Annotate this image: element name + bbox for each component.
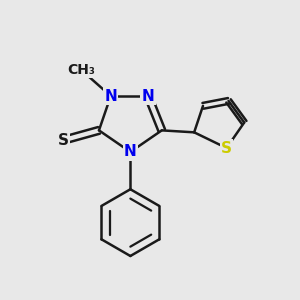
- Text: N: N: [124, 145, 137, 160]
- Text: S: S: [221, 140, 232, 155]
- Text: CH₃: CH₃: [68, 62, 95, 76]
- Text: S: S: [58, 133, 69, 148]
- Text: N: N: [142, 88, 154, 104]
- Text: N: N: [104, 88, 117, 104]
